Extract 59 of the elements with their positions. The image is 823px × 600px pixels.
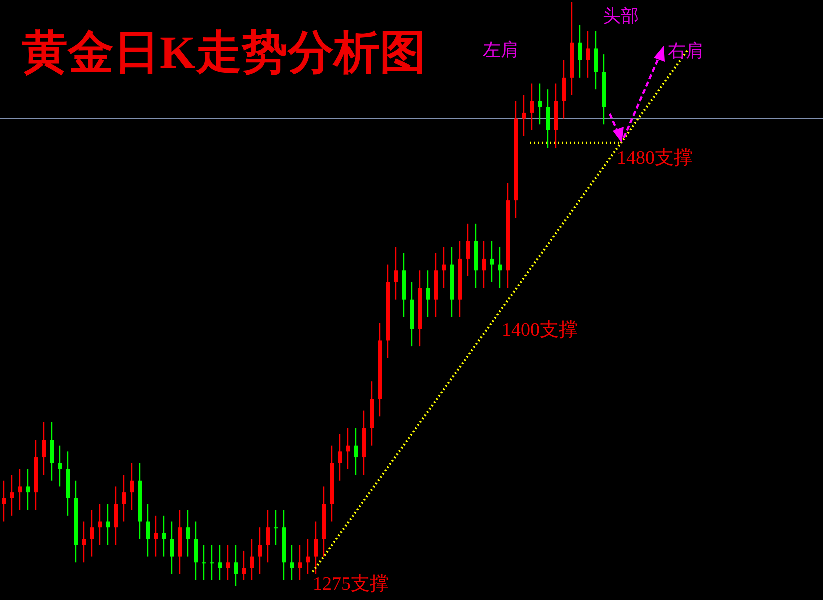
candlestick xyxy=(466,223,470,278)
candlestick xyxy=(202,544,206,581)
candlestick xyxy=(106,504,110,546)
candlestick xyxy=(498,246,502,289)
annotation: 头部 xyxy=(603,6,639,26)
candlestick xyxy=(274,509,278,546)
candlestick xyxy=(242,550,246,581)
candlestick xyxy=(26,468,30,511)
candlestick xyxy=(490,240,494,283)
candlestick xyxy=(298,544,302,581)
annotation: 1275支撑 xyxy=(313,574,389,595)
text: 黄金日K走势分析图 xyxy=(22,27,426,78)
candlestick xyxy=(562,60,566,120)
candlestick xyxy=(578,24,582,79)
candlestick xyxy=(42,422,46,476)
candlestick xyxy=(482,240,486,289)
candlestick xyxy=(354,428,358,476)
candlestick xyxy=(218,544,222,581)
candlestick xyxy=(546,89,550,149)
text: 1480支撑 xyxy=(617,148,693,169)
candlestick xyxy=(426,270,430,318)
candlestick xyxy=(266,509,270,564)
candlestick xyxy=(82,521,86,564)
candlestick xyxy=(98,504,102,546)
text: 右肩 xyxy=(668,41,704,61)
candlestick xyxy=(306,538,310,575)
candlestick xyxy=(530,83,534,132)
candlestick xyxy=(194,521,198,581)
candlestick xyxy=(594,30,598,90)
candlestick xyxy=(258,527,262,575)
candlestick xyxy=(162,515,166,558)
candlestick xyxy=(346,428,350,470)
candlestick xyxy=(154,515,158,558)
candlestick xyxy=(130,462,134,511)
candlestick xyxy=(586,30,590,79)
candlestick xyxy=(18,468,22,511)
candlestick xyxy=(90,509,94,558)
candlestick xyxy=(338,434,342,482)
candlestick xyxy=(394,246,398,300)
candlestick xyxy=(522,94,526,137)
candlestick xyxy=(146,504,150,558)
candlestick xyxy=(114,486,118,546)
candlestick xyxy=(314,521,318,575)
candlestick xyxy=(186,509,190,558)
candlestick xyxy=(2,480,6,522)
candlestick xyxy=(50,422,54,482)
candlestick xyxy=(10,474,14,517)
candlestick xyxy=(226,544,230,581)
candlestick xyxy=(170,521,174,575)
candlestick xyxy=(250,538,254,581)
candlestick xyxy=(234,544,238,587)
candlestick xyxy=(538,83,542,126)
candlestick xyxy=(210,544,214,581)
candlestick xyxy=(122,474,126,522)
candlestick xyxy=(442,246,446,289)
annotation: 1400支撑 xyxy=(502,320,578,341)
candlestick xyxy=(58,445,62,488)
annotation: 左肩 xyxy=(483,40,519,60)
candlestick xyxy=(290,544,294,581)
